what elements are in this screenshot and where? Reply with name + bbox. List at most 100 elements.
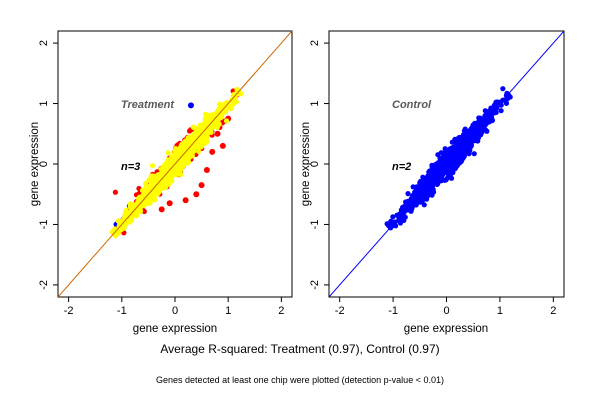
treatment-x-tick-label: -1	[117, 305, 127, 317]
control-data-point	[425, 173, 431, 179]
control-data-point	[460, 152, 466, 159]
treatment-data-point	[137, 204, 143, 211]
treatment-outlier-point	[158, 206, 165, 213]
treatment-data-point	[180, 161, 186, 167]
control-data-point	[438, 156, 445, 162]
treatment-data-point	[179, 149, 185, 155]
treatment-data-point	[148, 194, 154, 200]
control-data-point	[390, 214, 396, 220]
control-data-point	[500, 86, 506, 92]
treatment-data-point	[230, 102, 236, 108]
control-x-tick-label: -2	[335, 305, 345, 317]
control-identity-line	[329, 31, 564, 297]
control-data-point	[417, 178, 423, 185]
control-data-point	[421, 202, 427, 208]
treatment-outlier-point	[209, 148, 216, 155]
control-data-point	[447, 153, 453, 159]
control-data-point	[400, 204, 406, 210]
treatment-data-point	[198, 122, 204, 129]
control-data-point	[447, 157, 454, 163]
treatment-data-point	[163, 176, 169, 182]
control-y-tick-label: 1	[309, 100, 321, 106]
control-y-tick-label: -1	[309, 220, 321, 230]
control-data-point	[413, 184, 420, 191]
treatment-blue-point	[187, 102, 194, 109]
control-n-label: n=2	[392, 161, 411, 173]
control-data-point	[423, 179, 429, 185]
treatment-y-axis-title: gene expression	[29, 122, 41, 206]
treatment-x-tick-label: 2	[278, 305, 284, 317]
treatment-data-point	[121, 225, 127, 231]
control-plot-area	[329, 31, 564, 297]
treatment-data-point	[146, 185, 152, 192]
control-data-point	[453, 141, 459, 147]
control-data-point	[438, 172, 444, 178]
control-panel: -2 -1 0 1 2 -2 -1 0 1 2 Control n=2 gene expressi…	[300, 30, 565, 335]
control-data-point	[424, 193, 430, 199]
control-data-point	[391, 222, 397, 228]
treatment-data-point	[169, 155, 176, 161]
treatment-axes: -2 -1 0 1 2 -2 -1 0 1 2	[38, 40, 284, 317]
control-y-tick-label: -2	[309, 280, 321, 290]
treatment-data-point	[127, 201, 134, 208]
treatment-n-label: n=3	[121, 161, 140, 173]
control-x-tick-label: 1	[497, 305, 503, 317]
control-data-point	[429, 162, 435, 168]
treatment-data-point	[223, 118, 230, 124]
treatment-panel: -2 -1 0 1 2 -2 -1 0 1 2 Treatment n=3 gene expres…	[29, 30, 293, 335]
control-x-tick-label: -1	[388, 305, 398, 317]
treatment-data-point	[181, 142, 187, 148]
control-data-point	[498, 102, 504, 108]
detection-footnote: Genes detected at least one chip were pl…	[156, 375, 444, 385]
control-y-tick-label: 2	[309, 40, 321, 46]
treatment-x-tick-label: 0	[172, 305, 178, 317]
treatment-outlier-point	[112, 189, 118, 195]
treatment-data-point	[153, 186, 159, 193]
treatment-outlier-point	[193, 191, 200, 198]
control-data-point	[437, 160, 443, 167]
treatment-identity-line	[58, 31, 292, 297]
treatment-x-tick-label: -2	[64, 305, 74, 317]
treatment-outlier-point	[198, 182, 205, 189]
control-data-point	[456, 134, 462, 141]
control-data-point	[409, 206, 415, 212]
control-data-point	[476, 120, 482, 126]
treatment-data-point	[169, 172, 175, 178]
control-data-point	[442, 146, 448, 152]
treatment-data-point	[193, 127, 199, 133]
treatment-y-tick-label: -2	[38, 280, 50, 290]
control-data-point	[478, 124, 484, 130]
control-axes: -2 -1 0 1 2 -2 -1 0 1 2	[309, 40, 556, 317]
control-y-tick-label: 0	[309, 161, 321, 167]
treatment-y-tick-label: 1	[38, 100, 50, 106]
treatment-x-axis-title: gene expression	[133, 323, 217, 335]
treatment-data-point	[176, 165, 182, 171]
control-data-point	[447, 172, 453, 178]
treatment-data-point	[149, 174, 155, 180]
control-data-point	[460, 132, 467, 138]
control-data-point	[498, 108, 504, 114]
control-data-point	[473, 125, 480, 131]
treatment-data-point	[160, 172, 166, 179]
treatment-data-point	[163, 184, 169, 190]
control-data-point	[426, 169, 432, 175]
control-x-tick-label: 2	[550, 305, 556, 317]
treatment-data-point	[149, 180, 155, 186]
treatment-data-point	[138, 194, 144, 200]
treatment-data-point	[147, 200, 153, 206]
treatment-data-point	[117, 220, 123, 226]
control-data-point	[451, 166, 457, 173]
control-data-point	[426, 189, 432, 195]
treatment-panel-title: Treatment	[121, 99, 175, 111]
treatment-data-point	[174, 154, 180, 160]
treatment-data-point	[165, 157, 171, 163]
control-data-point	[443, 150, 449, 156]
treatment-y-tick-label: -1	[38, 220, 50, 230]
treatment-data-point	[233, 99, 239, 105]
control-data-point	[503, 100, 510, 106]
treatment-plot-area	[58, 31, 292, 297]
treatment-data-point	[187, 137, 193, 143]
treatment-outlier-point	[182, 197, 189, 204]
control-panel-title: Control	[392, 99, 432, 111]
control-data-point	[458, 158, 464, 165]
